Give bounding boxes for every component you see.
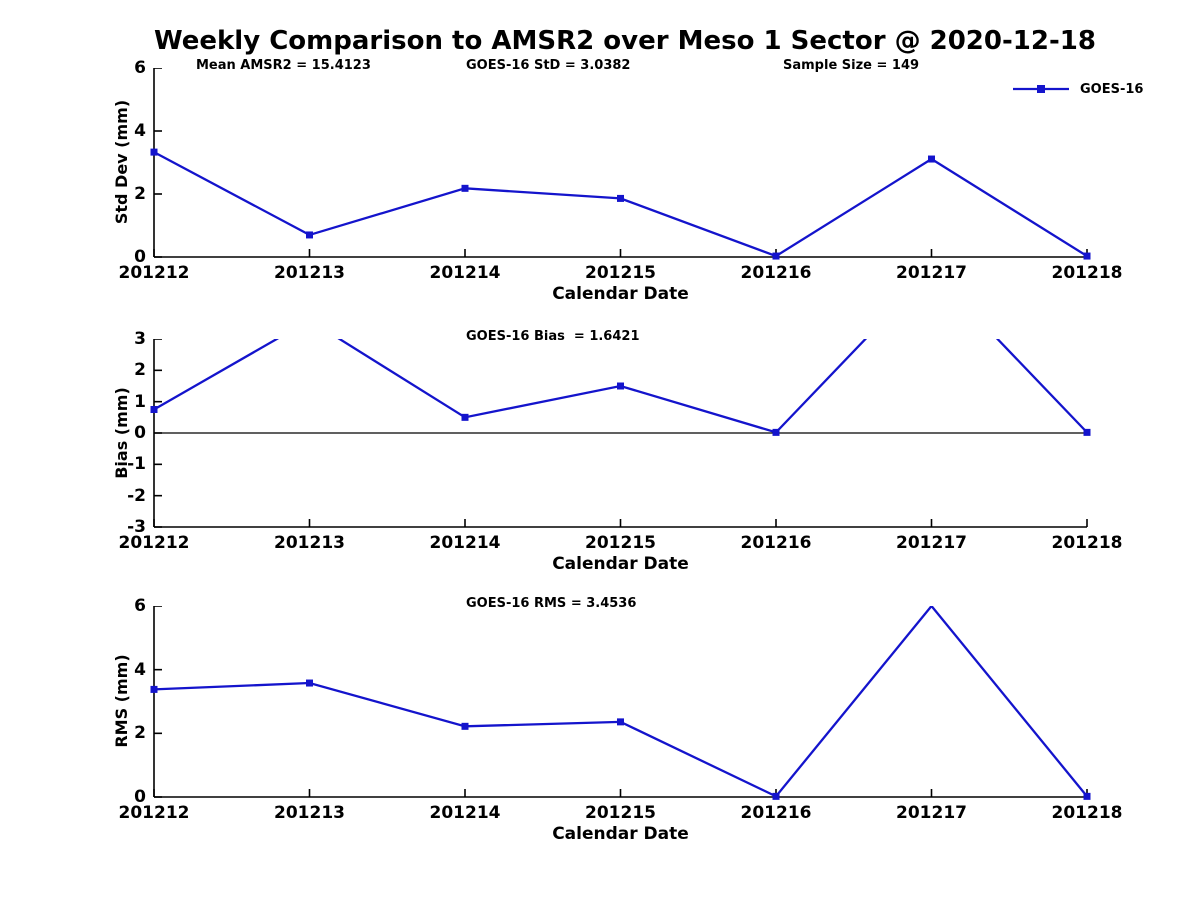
- annotation-goes16-bias: GOES-16 Bias = 1.6421: [466, 329, 640, 344]
- y-tick-label: 2: [134, 184, 146, 204]
- annotation-mean-amsr2: Mean AMSR2 = 15.4123: [196, 58, 371, 73]
- x-tick-label: 201213: [274, 803, 345, 823]
- legend-marker: [1037, 85, 1045, 93]
- annotation-goes16-std: GOES-16 StD = 3.0382: [466, 58, 631, 73]
- data-point-marker: [306, 231, 313, 239]
- x-tick-label: 201216: [740, 263, 812, 283]
- data-point-marker: [928, 155, 935, 163]
- x-tick-label: 201216: [740, 803, 812, 823]
- data-point-marker: [772, 792, 780, 800]
- y-tick-label: 4: [134, 659, 146, 680]
- legend-line-icon: [1013, 85, 1069, 93]
- y-tick-label: 1: [134, 391, 146, 412]
- figure-title: Weekly Comparison to AMSR2 over Meso 1 S…: [154, 26, 1096, 56]
- x-tick-label: 201215: [585, 263, 656, 283]
- x-tick-label: 201217: [896, 263, 967, 283]
- data-point-marker: [772, 428, 780, 436]
- data-point-marker: [306, 679, 313, 687]
- data-point-marker: [461, 184, 469, 192]
- data-line-GOES-16: [153, 606, 1088, 798]
- data-point-marker: [461, 413, 469, 421]
- y-tick-label: 0: [134, 423, 146, 443]
- y-tick-label: 6: [134, 58, 146, 78]
- x-tick-label: 201214: [429, 533, 501, 553]
- y-tick-label: 0: [134, 787, 146, 807]
- y-tick-label: 4: [134, 121, 146, 141]
- data-point-marker: [150, 406, 158, 413]
- legend: GOES-16: [1013, 81, 1143, 97]
- x-tick-label: 201218: [1051, 263, 1123, 283]
- data-point-marker: [617, 382, 624, 390]
- data-point-marker: [1083, 792, 1091, 800]
- x-axis-label-calendar-date-bias: Calendar Date: [552, 554, 689, 574]
- x-tick-label: 201214: [429, 803, 501, 823]
- x-tick-label: 201214: [429, 263, 501, 283]
- data-point-marker: [772, 252, 780, 260]
- x-tick-label: 201215: [585, 803, 656, 823]
- x-tick-label: 201218: [1051, 533, 1123, 553]
- data-point-marker: [617, 194, 624, 202]
- plot-area-rms: [150, 606, 1091, 800]
- x-tick-label: 201217: [896, 803, 967, 823]
- x-tick-label: 201216: [740, 533, 812, 553]
- y-tick-label: 0: [134, 247, 146, 267]
- x-tick-label: 201218: [1051, 803, 1123, 823]
- x-axis-label-calendar-date-std: Calendar Date: [552, 284, 689, 304]
- data-point-marker: [1083, 428, 1091, 436]
- x-tick-label: 201212: [118, 803, 190, 823]
- y-tick-label: -1: [127, 454, 146, 475]
- x-tick-label: 201212: [118, 533, 190, 553]
- annotation-sample-size: Sample Size = 149: [783, 58, 920, 73]
- data-point-marker: [461, 722, 469, 730]
- x-tick-label: 201215: [585, 533, 656, 553]
- y-tick-label: 2: [134, 723, 146, 744]
- data-point-marker: [617, 718, 624, 726]
- y-tick-label: 6: [134, 596, 146, 616]
- annotation-goes16-rms: GOES-16 RMS = 3.4536: [466, 596, 637, 611]
- y-tick-label: 3: [134, 329, 146, 349]
- x-axis-label-calendar-date-rms: Calendar Date: [552, 824, 689, 844]
- y-tick-label: 2: [134, 360, 146, 381]
- y-tick-label: -2: [127, 485, 146, 506]
- x-tick-label: 201213: [274, 263, 345, 283]
- x-tick-label: 201217: [896, 533, 967, 553]
- x-tick-label: 201213: [274, 533, 345, 553]
- data-point-marker: [1083, 252, 1091, 260]
- x-tick-label: 201212: [118, 263, 190, 283]
- data-point-marker: [150, 685, 158, 693]
- y-axis-label-std-dev: Std Dev (mm): [112, 99, 131, 225]
- legend-label: GOES-16: [1080, 81, 1144, 97]
- data-point-marker: [150, 148, 158, 156]
- plot-area-bias: [150, 339, 1091, 528]
- y-tick-label: -3: [127, 517, 146, 537]
- data-line-GOES-16: [153, 151, 1088, 258]
- plot-area-std-dev: [150, 68, 1091, 260]
